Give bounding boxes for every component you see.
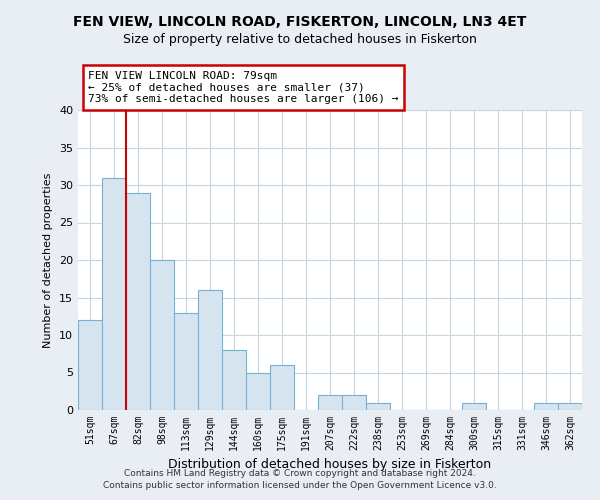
Bar <box>342 395 366 410</box>
Bar <box>198 290 222 410</box>
Text: Contains public sector information licensed under the Open Government Licence v3: Contains public sector information licen… <box>103 481 497 490</box>
Text: Size of property relative to detached houses in Fiskerton: Size of property relative to detached ho… <box>123 32 477 46</box>
X-axis label: Distribution of detached houses by size in Fiskerton: Distribution of detached houses by size … <box>169 458 491 471</box>
Bar <box>318 395 342 410</box>
Text: FEN VIEW, LINCOLN ROAD, FISKERTON, LINCOLN, LN3 4ET: FEN VIEW, LINCOLN ROAD, FISKERTON, LINCO… <box>73 15 527 29</box>
Bar <box>102 178 126 410</box>
Bar <box>78 320 102 410</box>
Y-axis label: Number of detached properties: Number of detached properties <box>43 172 53 348</box>
Bar <box>462 402 486 410</box>
Text: Contains HM Land Registry data © Crown copyright and database right 2024.: Contains HM Land Registry data © Crown c… <box>124 468 476 477</box>
Bar <box>270 365 294 410</box>
Bar <box>534 402 558 410</box>
Bar <box>246 372 270 410</box>
Bar <box>126 192 150 410</box>
Bar <box>366 402 390 410</box>
Bar <box>150 260 174 410</box>
Bar <box>174 312 198 410</box>
Bar <box>558 402 582 410</box>
Text: FEN VIEW LINCOLN ROAD: 79sqm
← 25% of detached houses are smaller (37)
73% of se: FEN VIEW LINCOLN ROAD: 79sqm ← 25% of de… <box>88 71 398 104</box>
Bar <box>222 350 246 410</box>
